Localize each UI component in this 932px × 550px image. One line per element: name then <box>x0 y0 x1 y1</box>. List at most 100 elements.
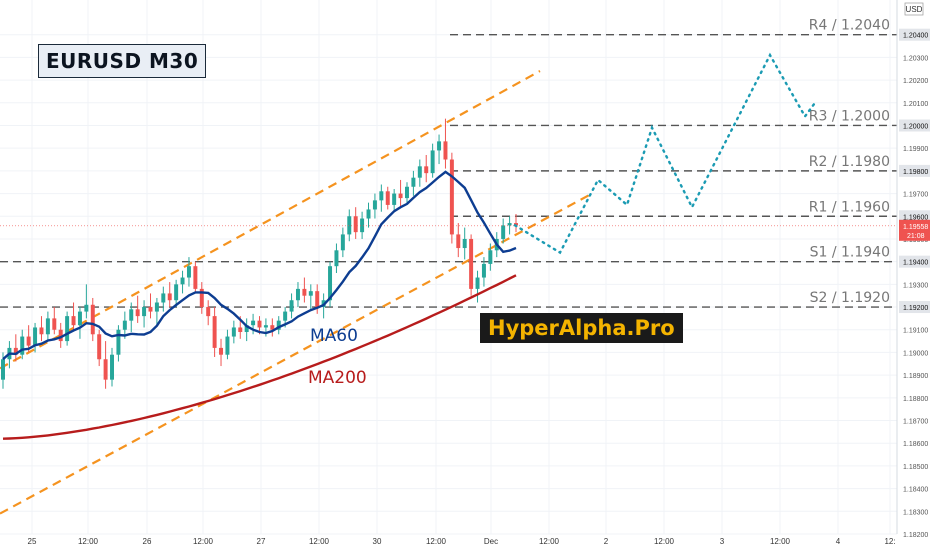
trend-channel <box>0 70 593 515</box>
level-tag-bg <box>899 301 930 314</box>
time-tick-label: 26 <box>143 537 152 546</box>
candle-body <box>180 277 185 285</box>
candle-body <box>481 263 486 278</box>
currency-label: USD <box>906 5 923 14</box>
candle-body <box>71 316 76 326</box>
candle-body <box>289 300 294 312</box>
candle-body <box>449 159 454 235</box>
candle-body <box>238 327 243 333</box>
candle-body <box>372 200 377 210</box>
candle-body <box>39 327 44 335</box>
price-tick-label: 1.20100 <box>903 101 928 108</box>
level-tag-bg <box>899 255 930 268</box>
candle-body <box>360 218 365 233</box>
candle-body <box>340 234 345 251</box>
candle-body <box>26 336 31 346</box>
projection-line <box>513 52 817 255</box>
candle-body <box>52 318 57 330</box>
time-tick-label: 30 <box>373 537 382 546</box>
countdown-tag: 21:08 <box>907 233 925 240</box>
candle-body <box>501 225 506 239</box>
ma200-line <box>2 274 517 440</box>
candle-body <box>462 238 467 249</box>
candle-body <box>225 336 230 355</box>
candle-body <box>148 307 153 312</box>
price-tick-label: 1.19900 <box>903 146 928 153</box>
time-tick-label: 27 <box>257 537 266 546</box>
candle-body <box>514 223 518 226</box>
candle-body <box>167 293 172 301</box>
candle-body <box>212 316 217 348</box>
candle-body <box>379 191 384 201</box>
candle-body <box>161 293 166 303</box>
price-tick-label: 1.19000 <box>903 350 928 357</box>
time-tick-label: 12:00 <box>309 537 330 546</box>
price-tick-label: 1.18500 <box>903 464 928 471</box>
currency-frame <box>904 2 924 16</box>
price-tick-label: 1.20300 <box>903 55 928 62</box>
candle-body <box>231 327 236 337</box>
level-tag: 1.19400 <box>903 260 928 267</box>
candle-body <box>488 250 493 264</box>
candle-body <box>263 325 268 328</box>
candle-body <box>315 291 320 308</box>
candle-body <box>398 193 403 199</box>
candle-body <box>424 166 429 174</box>
channel-lower <box>0 192 593 515</box>
price-tick-label: 1.18300 <box>903 509 928 516</box>
ma60-line <box>2 170 517 361</box>
price-tick-label: 1.20200 <box>903 78 928 85</box>
time-tick-label: 12:00 <box>654 537 675 546</box>
symbol-title: EURUSD M30 <box>38 44 207 78</box>
moving-averages <box>2 170 517 440</box>
candle-body <box>270 325 275 330</box>
candle-body <box>456 234 461 249</box>
candle-body <box>13 347 18 355</box>
candle-body <box>193 266 198 289</box>
candle-body <box>244 325 249 333</box>
time-axis: 25 12:00 26 12:00 27 12:00 30 12:00 Dec 12:00 2 12:… <box>28 537 896 546</box>
candle-body <box>366 209 371 219</box>
candle-body <box>90 304 95 335</box>
price-tick-label: 1.19700 <box>903 192 928 199</box>
price-tick-label: 1.18200 <box>903 532 928 539</box>
candle-body <box>276 320 281 330</box>
level-label: R2 / 1.1980 <box>809 154 890 170</box>
time-tick-label: 12:00 <box>770 537 791 546</box>
time-tick-label: 12: <box>884 537 895 546</box>
price-axis: USD 1.18200 1.18300 1.18400 1.18500 1.18600 1.… <box>896 0 932 550</box>
channel-upper <box>0 70 541 370</box>
candle-body <box>122 320 127 330</box>
candle-body <box>302 288 307 296</box>
level-label: R4 / 1.2040 <box>809 18 890 34</box>
price-tick-label: 1.18400 <box>903 487 928 494</box>
time-tick-label: 2 <box>604 537 609 546</box>
candle-body <box>385 191 390 205</box>
time-tick-label: 3 <box>720 537 725 546</box>
candle-body <box>334 250 339 267</box>
candle-body <box>251 320 256 326</box>
candle-body <box>443 141 448 160</box>
candle-body <box>97 334 102 360</box>
candle-body <box>469 238 474 289</box>
level-label: S1 / 1.1940 <box>810 245 890 261</box>
current-price-tag: 1.19558 <box>903 224 928 231</box>
time-tick-label: Dec <box>484 537 498 546</box>
level-tag: 1.19200 <box>903 305 928 312</box>
price-tick-label: 1.18700 <box>903 419 928 426</box>
candle-body <box>20 336 25 355</box>
price-tick-label: 1.19100 <box>903 328 928 335</box>
candle-body <box>77 311 82 326</box>
candle-body <box>392 193 397 205</box>
level-tag-bg <box>899 28 930 41</box>
time-tick-label: 12:00 <box>539 537 560 546</box>
candle-body <box>417 166 422 178</box>
candle-body <box>199 288 204 308</box>
candle-body <box>186 266 191 278</box>
level-tag: 1.19800 <box>903 169 928 176</box>
candle-body <box>129 309 134 321</box>
price-tick-label: 1.19300 <box>903 282 928 289</box>
candle-body <box>430 150 435 174</box>
